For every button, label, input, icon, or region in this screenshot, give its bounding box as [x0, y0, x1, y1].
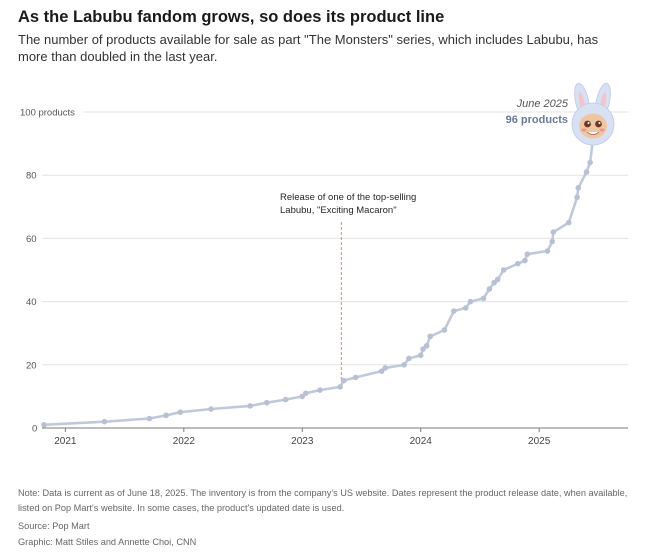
data-point	[467, 298, 474, 305]
data-point	[352, 374, 359, 381]
data-point	[524, 251, 531, 257]
y-tick-label-40: 40	[26, 297, 37, 308]
data-point	[177, 409, 184, 416]
x-tick-label-2025: 2025	[528, 436, 551, 447]
grid-layer: 0 20 40 60 80 100 products 2021 2022 2023 2024 202…	[20, 108, 628, 447]
footnote: Note: Data is current as of June 18, 202…	[18, 488, 628, 513]
series-layer	[41, 123, 597, 428]
graphic-credit: Graphic: Matt Stiles and Annette Choi, C…	[18, 537, 197, 547]
data-point	[480, 295, 487, 302]
data-point	[486, 286, 493, 292]
data-point	[282, 396, 289, 403]
data-point	[41, 422, 47, 428]
data-point	[549, 238, 555, 245]
data-point	[337, 384, 343, 390]
data-point	[101, 418, 108, 425]
data-point	[247, 403, 253, 409]
series-line	[42, 123, 597, 427]
data-point	[575, 185, 582, 191]
data-point	[303, 390, 309, 397]
data-point	[146, 415, 153, 422]
y-tick-label-60: 60	[26, 234, 37, 245]
data-point	[401, 362, 407, 368]
x-tick-label-2021: 2021	[54, 436, 77, 447]
data-point	[163, 412, 169, 419]
annotation-layer: Release of one of the top-selling Labubu,…	[280, 98, 569, 383]
x-tick-label-2024: 2024	[410, 436, 433, 447]
chart-title: As the Labubu fandom grows, so does its …	[18, 8, 445, 26]
data-point	[417, 352, 424, 359]
x-tick-label-2022: 2022	[173, 436, 196, 447]
data-point	[550, 229, 557, 235]
y-tick-label-0: 0	[32, 424, 37, 435]
y-tick-label-80: 80	[26, 171, 37, 182]
data-point	[423, 343, 430, 349]
source-credit: Source: Pop Mart	[18, 521, 90, 531]
data-point	[317, 387, 323, 393]
data-point	[441, 327, 448, 333]
data-point	[522, 257, 528, 264]
data-point	[587, 159, 593, 166]
chart-subtitle: The number of products available for sal…	[18, 32, 599, 64]
data-point	[515, 260, 521, 267]
final-date-label: June 2025	[516, 98, 569, 110]
data-point	[500, 267, 507, 273]
data-point	[340, 377, 347, 384]
data-point	[451, 308, 457, 314]
data-point	[494, 276, 501, 283]
annotation-text-line2: Labubu, "Exciting Macaron"	[280, 205, 397, 216]
y-tick-label-20: 20	[26, 360, 37, 371]
y-tick-label-100: 100 products	[20, 108, 75, 119]
data-point	[406, 355, 412, 362]
data-point	[462, 305, 469, 311]
data-point	[208, 406, 214, 412]
line-chart: 0 20 40 60 80 100 products 2021 2022 2023 2024 202…	[20, 82, 628, 447]
data-point	[263, 399, 270, 406]
annotation-text-line1: Release of one of the top-selling	[280, 192, 416, 203]
final-value-label: 96 products	[506, 114, 568, 126]
data-point	[583, 169, 590, 175]
x-tick-label-2023: 2023	[291, 436, 314, 447]
data-point	[574, 194, 580, 201]
data-point	[427, 333, 433, 340]
labubu-mascot-icon	[571, 82, 615, 146]
data-point	[544, 248, 551, 254]
data-point	[565, 219, 572, 226]
data-point	[382, 365, 388, 371]
